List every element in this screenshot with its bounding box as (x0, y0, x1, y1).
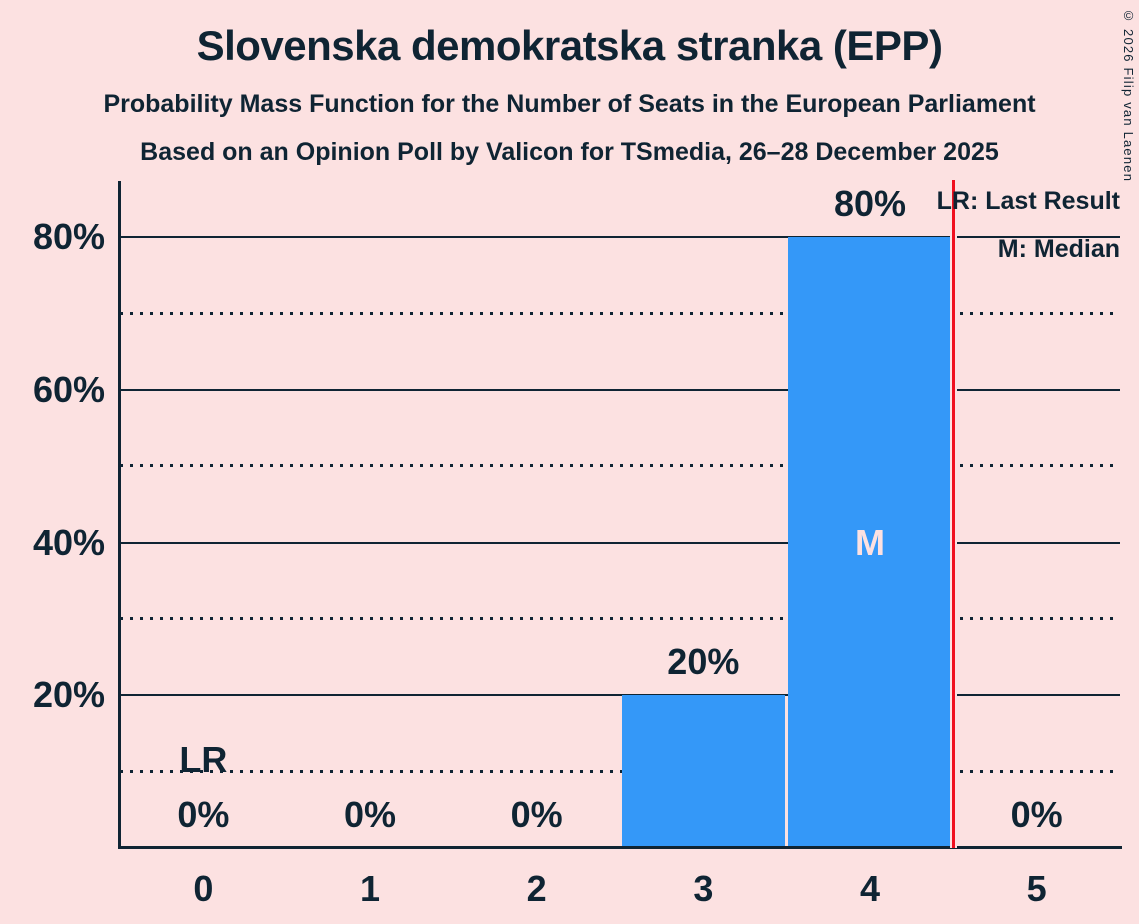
x-tick-label-3: 3 (693, 868, 714, 909)
y-tick-label-80: 80% (32, 216, 105, 258)
bar-seats-4 (788, 237, 952, 848)
bar-value-label-5: 0% (1010, 794, 1063, 835)
gridline-dotted-30 (120, 616, 1120, 620)
legend-last-result: LR: Last Result (936, 187, 1120, 215)
bar-value-label-4: 80% (833, 183, 907, 225)
gridline-solid-20 (120, 694, 1120, 697)
chart-subtitle-description: Probability Mass Function for the Number… (103, 90, 1036, 118)
copyright-notice: © 2026 Filip van Laenen (1121, 8, 1136, 183)
y-axis-line (118, 181, 121, 849)
gridline-solid-80 (120, 236, 1120, 239)
median-marker: M (855, 521, 885, 563)
gridline-solid-60 (120, 388, 1120, 391)
bar-value-label-1: 0% (343, 794, 397, 835)
bar-value-label-2: 0% (510, 794, 563, 835)
x-tick-label-2: 2 (526, 868, 547, 909)
x-tick-label-1: 1 (359, 868, 380, 909)
gridline-solid-40 (120, 541, 1120, 544)
y-tick-label-40: 40% (32, 521, 105, 563)
x-tick-label-4: 4 (859, 868, 880, 909)
y-tick-label-20: 20% (32, 674, 105, 716)
gridline-dotted-70 (120, 311, 1120, 315)
plot-area: LR M 0% 0% 0% 20% 80% 0% (120, 180, 1120, 848)
bar-value-label-3: 20% (667, 641, 740, 683)
gridline-dotted-10 (120, 769, 1120, 773)
x-axis-line (118, 846, 1122, 849)
bar-seats-3 (621, 695, 786, 848)
y-tick-label-60: 60% (32, 368, 105, 410)
legend-median: M: Median (997, 235, 1120, 263)
chart-title: Slovenska demokratska stranka (EPP) (196, 22, 943, 69)
bar-value-label-0: 0% (177, 794, 230, 835)
last-result-label: LR (179, 738, 228, 780)
gridline-dotted-50 (120, 464, 1120, 468)
chart-subtitle-poll-source: Based on an Opinion Poll by Valicon for … (140, 138, 999, 166)
x-tick-label-0: 0 (193, 868, 214, 909)
x-tick-label-5: 5 (1026, 868, 1047, 909)
last-result-line (949, 180, 957, 848)
